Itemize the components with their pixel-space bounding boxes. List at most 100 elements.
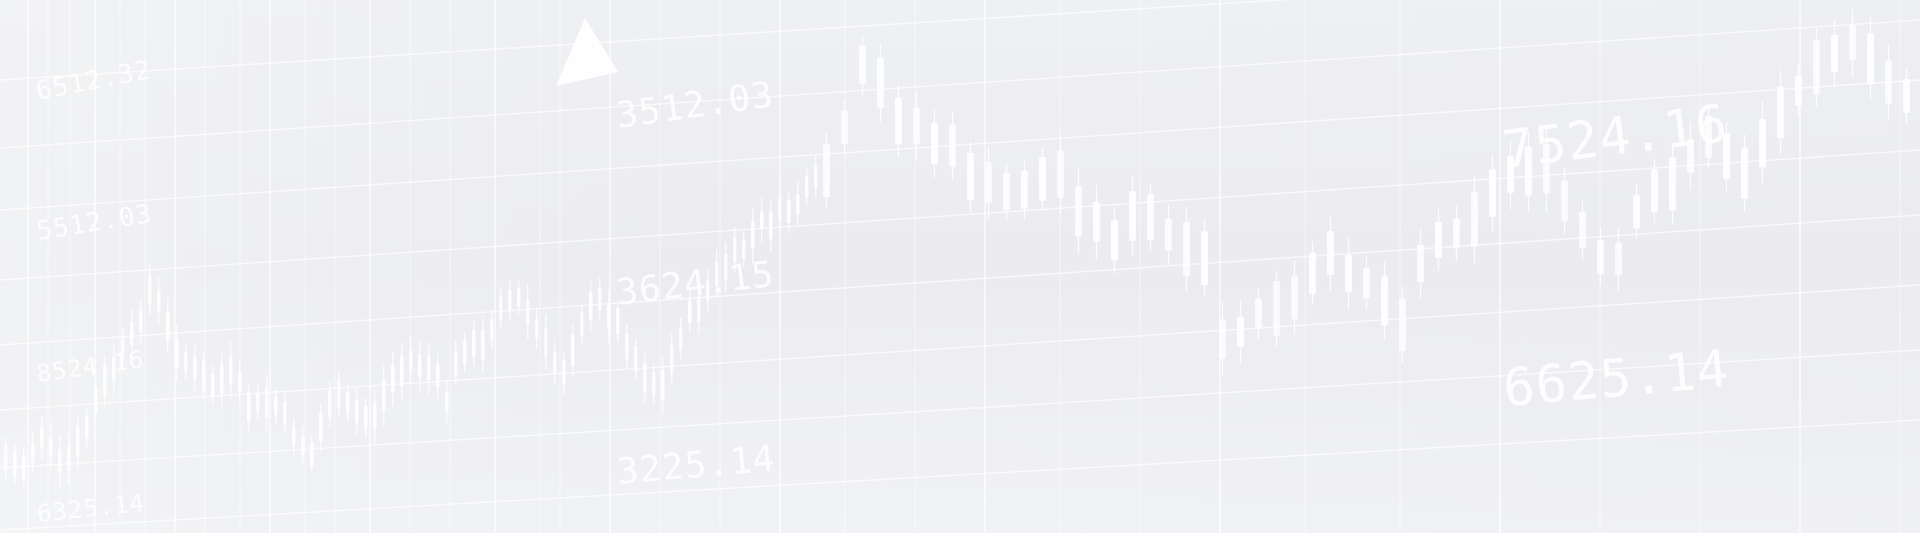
candlestick xyxy=(535,307,539,350)
grid-line-horizontal xyxy=(0,349,1920,469)
candlestick xyxy=(1273,270,1280,347)
candlestick xyxy=(256,385,260,420)
grid-line-horizontal xyxy=(0,284,1920,411)
candlestick xyxy=(670,333,674,385)
candlestick xyxy=(400,342,404,399)
candlestick xyxy=(985,145,992,220)
candlestick xyxy=(265,374,269,432)
candlestick xyxy=(517,280,521,315)
candlestick xyxy=(1507,139,1514,210)
candlestick xyxy=(319,403,323,452)
candlestick xyxy=(274,387,278,425)
candlestick xyxy=(301,425,305,466)
candlestick xyxy=(121,327,125,370)
candlestick xyxy=(598,277,602,320)
candlestick xyxy=(553,342,557,384)
candlestick xyxy=(625,323,629,370)
candlestick xyxy=(787,190,791,233)
candlestick xyxy=(1021,160,1028,219)
candlestick xyxy=(1201,219,1208,298)
candlestick xyxy=(166,297,170,355)
candlestick xyxy=(1561,167,1568,235)
candlestick xyxy=(355,388,359,435)
candlestick xyxy=(1831,19,1838,88)
candlestick xyxy=(229,341,233,399)
candlestick xyxy=(796,181,800,227)
candlestick xyxy=(1651,158,1658,223)
up-arrow-icon xyxy=(556,18,618,86)
candlestick xyxy=(931,109,938,178)
candlestick xyxy=(364,397,368,438)
candlestick xyxy=(1543,125,1550,212)
candlestick xyxy=(1687,121,1694,191)
candlestick xyxy=(1453,206,1460,262)
candlestick xyxy=(580,304,584,344)
candlestick xyxy=(1759,101,1766,185)
candlestick xyxy=(1381,261,1388,341)
candlestick xyxy=(661,356,665,414)
candlestick xyxy=(913,91,920,161)
candlestick xyxy=(427,342,431,395)
candlestick xyxy=(1039,146,1046,212)
candlestick xyxy=(22,446,26,489)
candlestick xyxy=(4,437,8,479)
candlestick xyxy=(715,249,719,299)
candlestick-series xyxy=(4,8,1910,489)
candlestick xyxy=(1417,228,1424,299)
candlestick xyxy=(1093,184,1100,259)
candlestick xyxy=(760,197,764,244)
candlestick xyxy=(607,289,611,344)
candlestick xyxy=(706,269,710,312)
candlestick xyxy=(373,389,377,444)
candlestick xyxy=(238,359,242,406)
candlestick xyxy=(949,111,956,181)
candlestick xyxy=(391,351,395,407)
candlestick xyxy=(1471,176,1478,263)
candlestick xyxy=(1057,134,1064,215)
candlestick xyxy=(1219,302,1226,376)
candlestick xyxy=(85,407,89,447)
candlestick xyxy=(742,231,746,267)
candlestick xyxy=(499,287,503,329)
grid-line-horizontal xyxy=(0,0,1292,81)
candlestick xyxy=(220,352,224,407)
candlestick xyxy=(418,341,422,391)
candlestick xyxy=(445,379,449,425)
candlestick xyxy=(1597,227,1604,287)
candlestick xyxy=(1399,286,1406,363)
candlestick xyxy=(724,242,728,292)
candlestick xyxy=(409,335,413,385)
candlestick xyxy=(328,381,332,427)
candlestick xyxy=(1075,169,1082,254)
candlestick xyxy=(130,309,134,359)
candlestick xyxy=(1363,257,1370,310)
candlestick xyxy=(814,154,818,199)
candlestick xyxy=(1669,143,1676,225)
candlestick xyxy=(157,277,161,325)
candlestick xyxy=(1579,200,1586,261)
candlestick xyxy=(139,299,143,344)
candlestick xyxy=(292,418,296,455)
candlestick xyxy=(733,226,737,274)
candlestick xyxy=(283,393,287,434)
candlestick xyxy=(76,414,80,468)
candlestick xyxy=(1903,67,1910,124)
candlestick xyxy=(463,332,467,373)
candlestick xyxy=(877,43,884,122)
candlestick xyxy=(13,443,17,485)
candlestick xyxy=(859,35,866,95)
candlestick xyxy=(1777,70,1784,154)
candlestick xyxy=(751,206,755,264)
grid-line-horizontal xyxy=(0,19,1920,149)
candlestick xyxy=(895,84,902,158)
candlestick xyxy=(247,383,251,431)
candlestick xyxy=(1237,300,1244,364)
candlestick xyxy=(1183,206,1190,292)
candlestick xyxy=(1003,162,1010,220)
candlestick xyxy=(103,354,107,407)
candlestick xyxy=(175,325,179,382)
candlestick xyxy=(1741,134,1748,212)
